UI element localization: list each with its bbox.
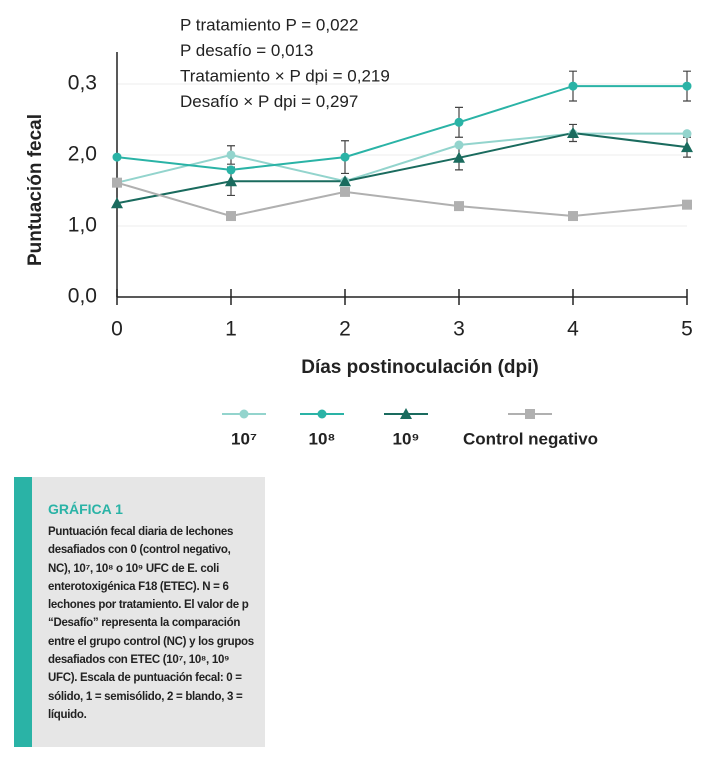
caption: GRÁFICA 1 Puntuación fecal diaria de lec… (14, 477, 265, 747)
marker (568, 81, 578, 91)
marker (112, 152, 122, 162)
marker (112, 177, 122, 188)
y-tick-label: 1,0 (68, 214, 97, 237)
series-line (116, 132, 687, 184)
caption-text: Puntuación fecal diaria de lechones desa… (48, 526, 254, 721)
marker (682, 199, 692, 210)
marker (111, 197, 123, 209)
marker (681, 141, 693, 153)
marker (454, 201, 464, 212)
legend-marker (239, 409, 249, 419)
x-tick-label: 4 (567, 318, 579, 341)
x-tick-label: 5 (681, 318, 693, 341)
marker (340, 186, 350, 197)
legend-label: 10⁹ (393, 429, 420, 448)
legend-marker (400, 408, 412, 419)
annotation: Tratamiento × P dpi = 0,219 (180, 66, 390, 85)
x-tick-label: 1 (225, 318, 237, 341)
chart: Puntuación fecal Días postinoculación (d… (25, 15, 693, 448)
annotation: Desafío × P dpi = 0,297 (180, 92, 358, 111)
marker (568, 211, 578, 222)
series-line (116, 131, 688, 205)
caption-title: GRÁFICA 1 (48, 501, 123, 517)
marker (454, 140, 464, 150)
marker (682, 129, 692, 139)
annotation: P tratamiento P = 0,022 (180, 15, 358, 34)
x-tick-label: 3 (453, 318, 465, 341)
marker (454, 117, 464, 127)
marker (226, 165, 236, 175)
marker (226, 150, 236, 160)
legend-label: 10⁷ (231, 429, 257, 448)
marker (567, 126, 579, 138)
annotation: P desafío = 0,013 (180, 41, 313, 60)
y-tick-label: 2,0 (68, 143, 97, 166)
marker (226, 211, 236, 222)
marker (340, 152, 350, 162)
x-axis-label: Días postinoculación (dpi) (301, 357, 539, 378)
legend-marker (317, 409, 327, 419)
legend-label: 10⁸ (309, 429, 336, 448)
y-tick-label: 0,3 (68, 72, 97, 95)
series-line (116, 181, 688, 218)
legend-marker (525, 409, 535, 419)
series-line (116, 85, 687, 171)
marker (339, 175, 351, 187)
marker (225, 175, 237, 187)
x-tick-label: 0 (111, 318, 123, 341)
legend-label: Control negativo (463, 429, 598, 448)
marker (682, 81, 692, 91)
y-tick-label: 0,0 (68, 285, 97, 308)
marker (453, 151, 465, 163)
y-axis-label: Puntuación fecal (25, 114, 46, 266)
x-tick-label: 2 (339, 318, 351, 341)
